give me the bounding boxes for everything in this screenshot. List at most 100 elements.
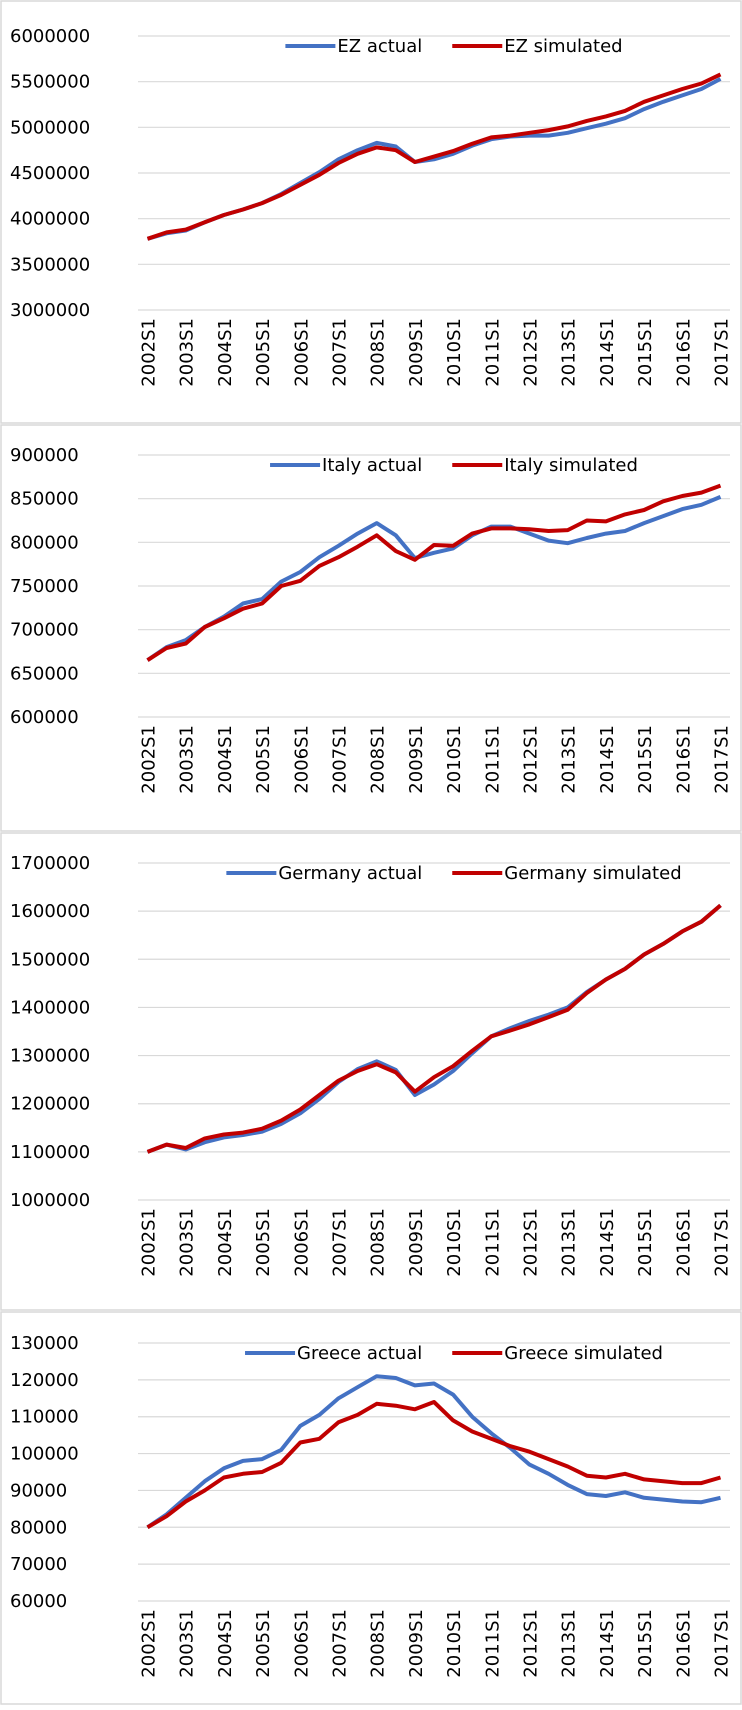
y-tick-label: 850000 — [10, 489, 79, 510]
x-tick-label: 2005S1 — [253, 1208, 274, 1277]
y-tick-label: 60000 — [10, 1591, 67, 1612]
x-tick-label: 2012S1 — [520, 725, 541, 794]
y-tick-label: 3500000 — [10, 254, 90, 275]
x-tick-label: 2004S1 — [215, 725, 236, 794]
y-tick-label: 110000 — [10, 1407, 79, 1428]
data-line — [146, 495, 722, 662]
data-line — [146, 77, 722, 241]
y-tick-label: 80000 — [10, 1517, 67, 1538]
panel-border — [0, 832, 742, 1311]
x-tick-label: 2013S1 — [559, 725, 580, 794]
x-tick-label: 2009S1 — [406, 1208, 427, 1277]
legend-label: Germany simulated — [504, 863, 681, 884]
x-tick-label: 2014S1 — [597, 725, 618, 794]
x-tick-label: 2005S1 — [253, 1609, 274, 1678]
x-tick-label: 2007S1 — [330, 1609, 351, 1678]
x-tick-label: 2002S1 — [139, 318, 160, 387]
x-tick-label: 2013S1 — [559, 1609, 580, 1678]
y-tick-label: 120000 — [10, 1370, 79, 1391]
x-tick-label: 2007S1 — [330, 1208, 351, 1277]
legend-label: EZ simulated — [504, 36, 622, 57]
x-tick-label: 2017S1 — [711, 725, 732, 794]
y-tick-label: 100000 — [10, 1444, 79, 1465]
y-tick-label: 6000000 — [10, 26, 90, 47]
x-tick-label: 2007S1 — [330, 318, 351, 387]
x-tick-label: 2005S1 — [253, 725, 274, 794]
x-tick-label: 2009S1 — [406, 318, 427, 387]
data-line — [146, 903, 722, 1154]
x-tick-label: 2012S1 — [520, 1609, 541, 1678]
y-tick-label: 4000000 — [10, 209, 90, 230]
x-tick-label: 2010S1 — [444, 725, 465, 794]
x-tick-label: 2006S1 — [291, 318, 312, 387]
x-tick-label: 2013S1 — [559, 1208, 580, 1277]
x-tick-label: 2010S1 — [444, 1609, 465, 1678]
x-tick-label: 2016S1 — [673, 318, 694, 387]
x-tick-label: 2004S1 — [215, 1609, 236, 1678]
x-tick-label: 2017S1 — [711, 1208, 732, 1277]
x-tick-label: 2004S1 — [215, 318, 236, 387]
x-tick-label: 2008S1 — [368, 1609, 389, 1678]
x-tick-label: 2014S1 — [597, 1609, 618, 1678]
legend-label: Greece simulated — [504, 1343, 663, 1364]
legend: Germany actual Germany simulated — [226, 863, 682, 884]
legend-label: Italy actual — [322, 455, 422, 476]
y-tick-label: 1700000 — [10, 853, 90, 874]
x-tick-label: 2012S1 — [520, 1208, 541, 1277]
x-tick-label: 2002S1 — [139, 725, 160, 794]
y-tick-label: 1400000 — [10, 997, 90, 1018]
x-tick-label: 2013S1 — [559, 318, 580, 387]
x-tick-label: 2009S1 — [406, 1609, 427, 1678]
data-line — [146, 483, 722, 662]
x-tick-label: 2017S1 — [711, 318, 732, 387]
x-tick-label: 2014S1 — [597, 1208, 618, 1277]
y-tick-label: 700000 — [10, 620, 79, 641]
data-line — [146, 1374, 721, 1529]
x-tick-label: 2004S1 — [215, 1208, 236, 1277]
x-tick-label: 2006S1 — [291, 1208, 312, 1277]
x-tick-label: 2007S1 — [330, 725, 351, 794]
y-tick-label: 900000 — [10, 445, 79, 466]
x-tick-label: 2016S1 — [673, 725, 694, 794]
x-tick-label: 2015S1 — [635, 1609, 656, 1678]
y-tick-label: 1500000 — [10, 949, 90, 970]
x-tick-label: 2014S1 — [597, 318, 618, 387]
y-tick-label: 5500000 — [10, 72, 90, 93]
x-tick-label: 2011S1 — [482, 725, 503, 794]
y-tick-label: 4500000 — [10, 163, 90, 184]
y-tick-label: 1200000 — [10, 1094, 90, 1115]
panel-border — [0, 1311, 742, 1705]
data-line — [146, 903, 722, 1154]
x-tick-label: 2006S1 — [291, 725, 312, 794]
x-tick-label: 2003S1 — [177, 1208, 198, 1277]
x-tick-label: 2011S1 — [482, 1609, 503, 1678]
y-tick-label: 600000 — [10, 707, 79, 728]
y-tick-label: 5000000 — [10, 117, 90, 138]
x-tick-label: 2017S1 — [711, 1609, 732, 1678]
legend: Italy actual Italy simulated — [270, 455, 638, 476]
y-tick-label: 1100000 — [10, 1142, 90, 1163]
x-tick-label: 2005S1 — [253, 318, 274, 387]
y-tick-label: 1600000 — [10, 901, 90, 922]
x-tick-label: 2015S1 — [635, 318, 656, 387]
legend-label: Greece actual — [297, 1343, 422, 1364]
y-tick-label: 650000 — [10, 663, 79, 684]
x-tick-label: 2008S1 — [368, 318, 389, 387]
x-tick-label: 2009S1 — [406, 725, 427, 794]
legend-label: EZ actual — [337, 36, 422, 57]
x-tick-label: 2003S1 — [177, 318, 198, 387]
legend-label: Italy simulated — [504, 455, 638, 476]
x-tick-label: 2008S1 — [368, 725, 389, 794]
y-tick-label: 1000000 — [10, 1190, 90, 1211]
x-tick-label: 2010S1 — [444, 318, 465, 387]
x-tick-label: 2015S1 — [635, 1208, 656, 1277]
x-tick-label: 2006S1 — [291, 1609, 312, 1678]
x-tick-label: 2002S1 — [139, 1609, 160, 1678]
y-tick-label: 750000 — [10, 576, 79, 597]
y-tick-label: 90000 — [10, 1480, 67, 1501]
y-tick-label: 1300000 — [10, 1046, 90, 1067]
panel-border — [0, 0, 742, 424]
data-line — [146, 1400, 722, 1530]
y-tick-label: 70000 — [10, 1554, 67, 1575]
